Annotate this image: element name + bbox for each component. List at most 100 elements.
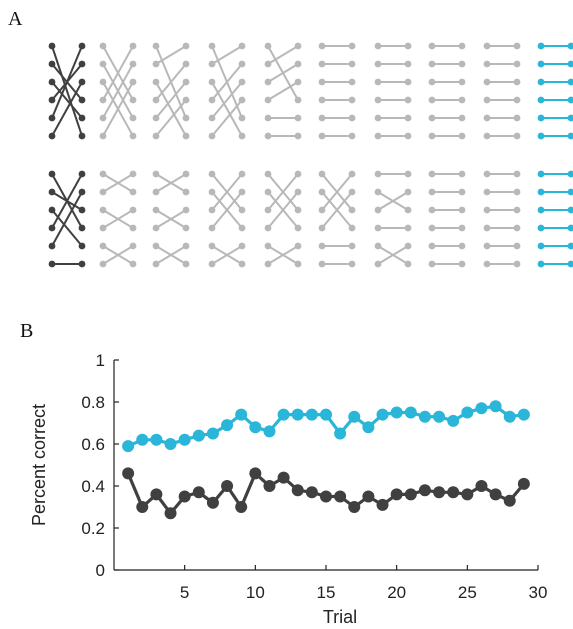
left-node: [537, 42, 545, 50]
data-point: [461, 488, 474, 501]
right-node: [513, 132, 521, 140]
right-node: [78, 114, 86, 122]
permutation-link: [267, 45, 299, 65]
left-node: [99, 132, 107, 140]
left-node: [264, 114, 272, 122]
left-node: [264, 206, 272, 214]
right-node: [458, 114, 466, 122]
right-node: [513, 242, 521, 250]
data-point: [122, 440, 135, 453]
right-node: [182, 78, 190, 86]
right-node: [458, 224, 466, 232]
left-node: [537, 206, 545, 214]
permutation-link: [211, 63, 243, 101]
right-node: [294, 260, 302, 268]
right-node: [567, 170, 573, 178]
left-node: [152, 42, 160, 50]
data-point: [376, 408, 389, 421]
x-axis-ticks: 5 10 15 20 25 30: [180, 565, 548, 602]
left-node: [152, 206, 160, 214]
left-node: [208, 170, 216, 178]
right-node: [129, 206, 137, 214]
right-node: [513, 114, 521, 122]
permutation-link: [267, 245, 299, 265]
right-node: [129, 132, 137, 140]
x-tick-label: 30: [529, 583, 548, 602]
left-node: [483, 96, 491, 104]
data-point: [320, 490, 332, 503]
permutation-link: [102, 245, 134, 265]
right-node: [294, 60, 302, 68]
right-node: [458, 188, 466, 196]
left-node: [374, 242, 382, 250]
right-node: [129, 170, 137, 178]
data-point: [404, 406, 417, 419]
left-node: [208, 114, 216, 122]
left-node: [537, 114, 545, 122]
right-node: [78, 96, 86, 104]
left-node: [99, 170, 107, 178]
left-node: [318, 260, 326, 268]
right-node: [513, 170, 521, 178]
left-node: [374, 132, 382, 140]
right-node: [567, 132, 573, 140]
right-node: [129, 242, 137, 250]
left-node: [537, 224, 545, 232]
permutation-link: [211, 81, 243, 137]
permutation-link: [211, 45, 243, 65]
left-node: [374, 42, 382, 50]
left-node: [483, 78, 491, 86]
left-node: [318, 206, 326, 214]
left-node: [264, 42, 272, 50]
right-node: [404, 42, 412, 50]
right-node: [348, 132, 356, 140]
right-node: [513, 42, 521, 50]
data-point: [320, 408, 332, 421]
right-node: [238, 132, 246, 140]
data-point: [517, 477, 530, 490]
left-node: [318, 188, 326, 196]
data-point: [263, 480, 276, 492]
left-node: [264, 242, 272, 250]
permutation-link: [155, 99, 187, 137]
data-point: [192, 486, 205, 499]
right-node: [78, 224, 86, 232]
data-point: [348, 410, 361, 423]
right-node: [513, 60, 521, 68]
permutation-link: [51, 45, 83, 119]
left-node: [99, 260, 107, 268]
data-point: [150, 433, 163, 446]
permutation-link: [102, 63, 134, 119]
right-node: [404, 260, 412, 268]
left-node: [537, 132, 545, 140]
right-node: [567, 206, 573, 214]
left-node: [208, 60, 216, 68]
right-node: [238, 60, 246, 68]
data-point: [418, 484, 431, 497]
right-node: [78, 206, 86, 214]
line-chart: 0 0.2 0.4 0.6 0.8 1 5 10 15 20 25 30 Percent corre…: [29, 351, 547, 627]
left-node: [152, 60, 160, 68]
panel-b-label: B: [20, 320, 33, 342]
x-tick-label: 15: [317, 583, 336, 602]
left-node: [428, 170, 436, 178]
left-node: [152, 188, 160, 196]
left-node: [48, 224, 56, 232]
left-node: [428, 78, 436, 86]
left-node: [48, 96, 56, 104]
left-node: [483, 242, 491, 250]
permutation-link: [211, 81, 243, 119]
permutation-link: [102, 209, 134, 229]
left-node: [208, 96, 216, 104]
left-node: [318, 78, 326, 86]
left-node: [483, 206, 491, 214]
left-node: [99, 242, 107, 250]
right-node: [294, 206, 302, 214]
right-node: [238, 188, 246, 196]
right-node: [513, 260, 521, 268]
left-node: [483, 260, 491, 268]
right-node: [182, 206, 190, 214]
series-group: [122, 400, 530, 520]
data-point: [475, 402, 488, 415]
